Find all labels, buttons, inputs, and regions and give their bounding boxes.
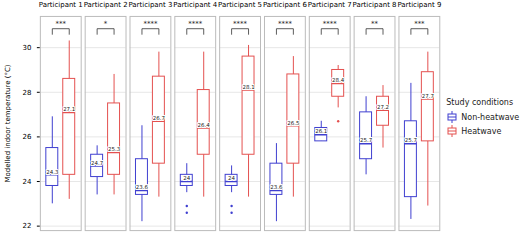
svg-text:****: **** bbox=[188, 20, 202, 28]
svg-text:22: 22 bbox=[23, 223, 32, 231]
svg-text:23.6: 23.6 bbox=[270, 185, 283, 191]
html-text:Study conditions: Study conditions bbox=[446, 98, 514, 107]
svg-text:***: *** bbox=[414, 20, 425, 28]
svg-text:26.7: 26.7 bbox=[153, 116, 166, 122]
svg-text:25.3: 25.3 bbox=[108, 147, 121, 153]
svg-text:27.7: 27.7 bbox=[422, 93, 435, 99]
svg-text:26.5: 26.5 bbox=[287, 120, 299, 126]
svg-text:Participant 3: Participant 3 bbox=[128, 2, 172, 10]
svg-text:Participant 1: Participant 1 bbox=[39, 2, 83, 10]
svg-text:****: **** bbox=[278, 20, 292, 28]
svg-text:Modelled indoor temperature (°: Modelled indoor temperature (°C) bbox=[4, 65, 12, 183]
svg-text:Participant 9: Participant 9 bbox=[397, 2, 441, 10]
svg-text:Participant 5: Participant 5 bbox=[218, 2, 262, 10]
svg-text:25.7: 25.7 bbox=[405, 138, 418, 144]
html-text:Heatwave: Heatwave bbox=[461, 126, 502, 136]
svg-text:26: 26 bbox=[23, 134, 32, 142]
svg-text:24: 24 bbox=[228, 176, 235, 182]
svg-text:Participant 8: Participant 8 bbox=[353, 2, 397, 10]
svg-text:30: 30 bbox=[23, 44, 32, 52]
svg-text:24: 24 bbox=[183, 176, 190, 182]
svg-text:27.1: 27.1 bbox=[63, 107, 75, 113]
svg-text:Participant 6: Participant 6 bbox=[263, 2, 307, 10]
svg-text:***: *** bbox=[56, 20, 67, 28]
svg-text:Participant 2: Participant 2 bbox=[84, 2, 128, 10]
svg-text:24: 24 bbox=[23, 178, 32, 186]
svg-text:Participant 4: Participant 4 bbox=[173, 2, 218, 10]
svg-text:27.2: 27.2 bbox=[377, 104, 389, 110]
svg-text:*: * bbox=[104, 20, 108, 28]
svg-text:23.6: 23.6 bbox=[136, 185, 149, 191]
svg-text:28.4: 28.4 bbox=[332, 78, 345, 84]
svg-text:26.4: 26.4 bbox=[198, 122, 211, 128]
svg-text:25.7: 25.7 bbox=[360, 138, 373, 144]
svg-text:****: **** bbox=[143, 20, 157, 28]
html-text:Non-heatwave: Non-heatwave bbox=[461, 112, 520, 122]
svg-text:28: 28 bbox=[23, 89, 32, 97]
svg-text:****: **** bbox=[323, 20, 337, 28]
svg-text:**: ** bbox=[371, 20, 378, 28]
svg-text:****: **** bbox=[233, 20, 247, 28]
svg-text:Participant 7: Participant 7 bbox=[308, 2, 352, 10]
svg-text:28.1: 28.1 bbox=[242, 84, 254, 90]
svg-text:26.1: 26.1 bbox=[315, 129, 327, 135]
svg-text:24.3: 24.3 bbox=[46, 169, 59, 175]
svg-text:24.7: 24.7 bbox=[91, 160, 104, 166]
